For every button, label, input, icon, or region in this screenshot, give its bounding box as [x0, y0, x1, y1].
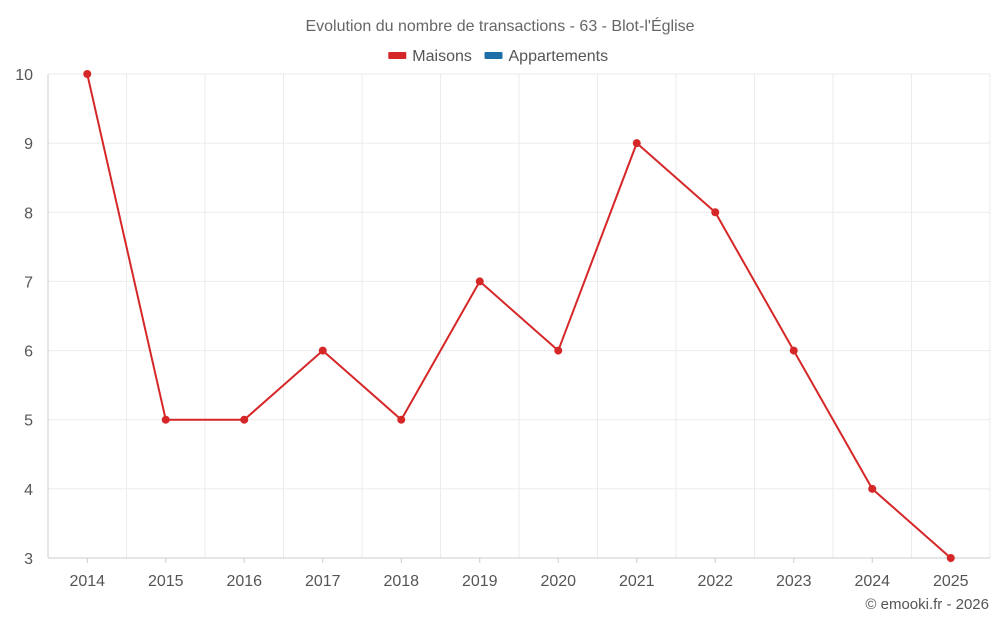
data-point[interactable] [397, 415, 406, 424]
chart-title: Evolution du nombre de transactions - 63… [305, 16, 694, 35]
x-tick-label: 2021 [619, 573, 655, 590]
data-point[interactable] [789, 346, 798, 355]
y-tick-label: 8 [24, 205, 33, 222]
legend: Maisons Appartements [388, 48, 608, 65]
legend-label: Appartements [509, 48, 609, 65]
x-tick-label: 2023 [776, 573, 812, 590]
legend-swatch [484, 52, 503, 59]
data-point[interactable] [711, 208, 720, 217]
y-tick-label: 4 [24, 482, 33, 499]
x-tick-label: 2019 [462, 573, 498, 590]
x-tick-label: 2020 [540, 573, 576, 590]
x-tick-label: 2014 [69, 573, 105, 590]
credit-text: © emooki.fr - 2026 [865, 596, 989, 613]
y-tick-label: 10 [15, 67, 33, 84]
series-layer [83, 70, 955, 562]
y-tick-label: 7 [24, 274, 33, 291]
x-tick-label: 2018 [383, 573, 419, 590]
data-point[interactable] [83, 70, 92, 78]
data-point[interactable] [946, 554, 955, 562]
legend-item-appartements[interactable]: Appartements [484, 48, 609, 65]
series-line-maisons [86, 73, 952, 559]
x-tick-label: 2022 [697, 573, 733, 590]
data-point[interactable] [632, 139, 641, 148]
data-point[interactable] [161, 415, 170, 424]
data-point[interactable] [554, 346, 563, 355]
x-tick-label: 2017 [305, 573, 341, 590]
x-tick-label: 2025 [933, 573, 969, 590]
y-tick-label: 5 [24, 413, 33, 430]
x-axis: 2014 2015 2016 2017 2018 2019 2020 2021 2022 2023… [69, 558, 969, 590]
x-tick-label: 2016 [226, 573, 262, 590]
x-tick-label: 2024 [854, 573, 890, 590]
data-point[interactable] [318, 346, 327, 355]
y-axis: 3 4 5 6 7 8 9 10 [15, 67, 33, 568]
y-tick-label: 9 [24, 136, 33, 153]
data-point[interactable] [240, 415, 249, 424]
legend-swatch [388, 52, 407, 59]
grid [47, 73, 991, 559]
legend-item-maisons[interactable]: Maisons [388, 48, 472, 65]
y-tick-label: 6 [24, 344, 33, 361]
data-point[interactable] [868, 484, 877, 493]
y-tick-label: 3 [24, 551, 33, 568]
legend-label: Maisons [412, 48, 472, 65]
data-point[interactable] [475, 277, 484, 286]
x-tick-label: 2015 [148, 573, 184, 590]
